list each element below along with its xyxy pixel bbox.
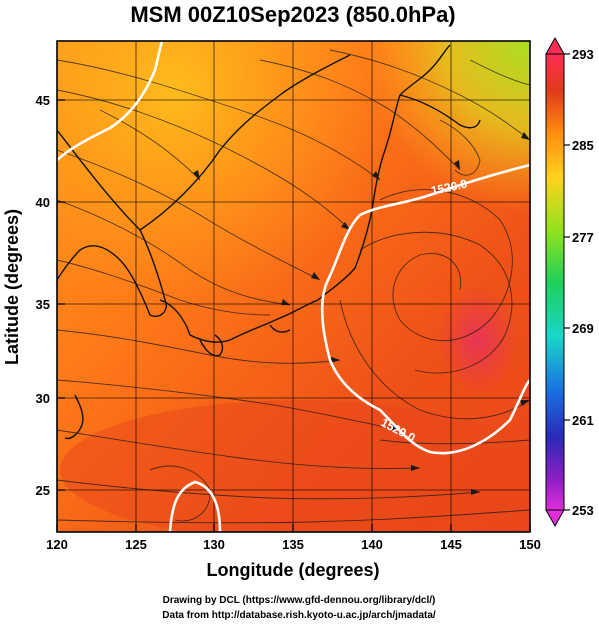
credit-data-source: Data from http://database.rish.kyoto-u.a… [162,610,436,621]
x-tick-label: 140 [361,537,383,552]
contour-1520-nw [57,41,164,161]
height-contours [57,41,530,532]
x-tick-label: 135 [282,537,304,552]
warm-core-region [438,285,518,395]
x-tick-label: 145 [440,537,462,552]
x-tick-labels: 120 125 130 135 140 145 150 [46,537,541,552]
y-tick-label: 45 [36,93,50,108]
map-title: MSM 00Z10Sep2023 (850.0hPa) [130,2,455,27]
colorbar-tick-label: 253 [572,503,594,518]
y-axis-title: Latitude (degrees) [2,209,22,365]
x-tick-label: 120 [46,537,68,552]
grid-lines [57,41,530,532]
colorbar-bottom-arrow [545,509,565,528]
wind-streamlines [57,49,530,524]
colorbar: 293 285 277 269 261 253 [545,36,594,528]
red-band-south [60,400,530,532]
y-tick-label: 30 [36,391,50,406]
x-tick-label: 125 [125,537,147,552]
colorbar-scale [545,53,565,511]
colorbar-tick-label: 293 [572,47,594,62]
y-tick-label: 35 [36,297,50,312]
contour-1520-main [320,163,530,455]
x-tick-label: 150 [519,537,541,552]
coastlines [57,44,481,440]
colorbar-top-arrow [545,36,565,55]
axis-tick-marks [56,99,531,532]
x-axis-title: Longitude (degrees) [206,560,379,580]
y-tick-label: 25 [36,483,50,498]
colorbar-tick-label: 277 [572,230,594,245]
y-tick-labels: 25 30 35 40 45 [36,93,50,498]
credit-drawing: Drawing by DCL (https://www.gfd-dennou.o… [163,595,436,606]
x-tick-label: 130 [203,537,225,552]
colorbar-tick-label: 269 [572,321,594,336]
colorbar-tick-label: 285 [572,138,594,153]
colorbar-tick-label: 261 [572,413,594,428]
y-tick-label: 40 [36,195,50,210]
contour-1520-sw [168,480,222,532]
plot-area: 1520.0 1520.0 [57,41,530,532]
